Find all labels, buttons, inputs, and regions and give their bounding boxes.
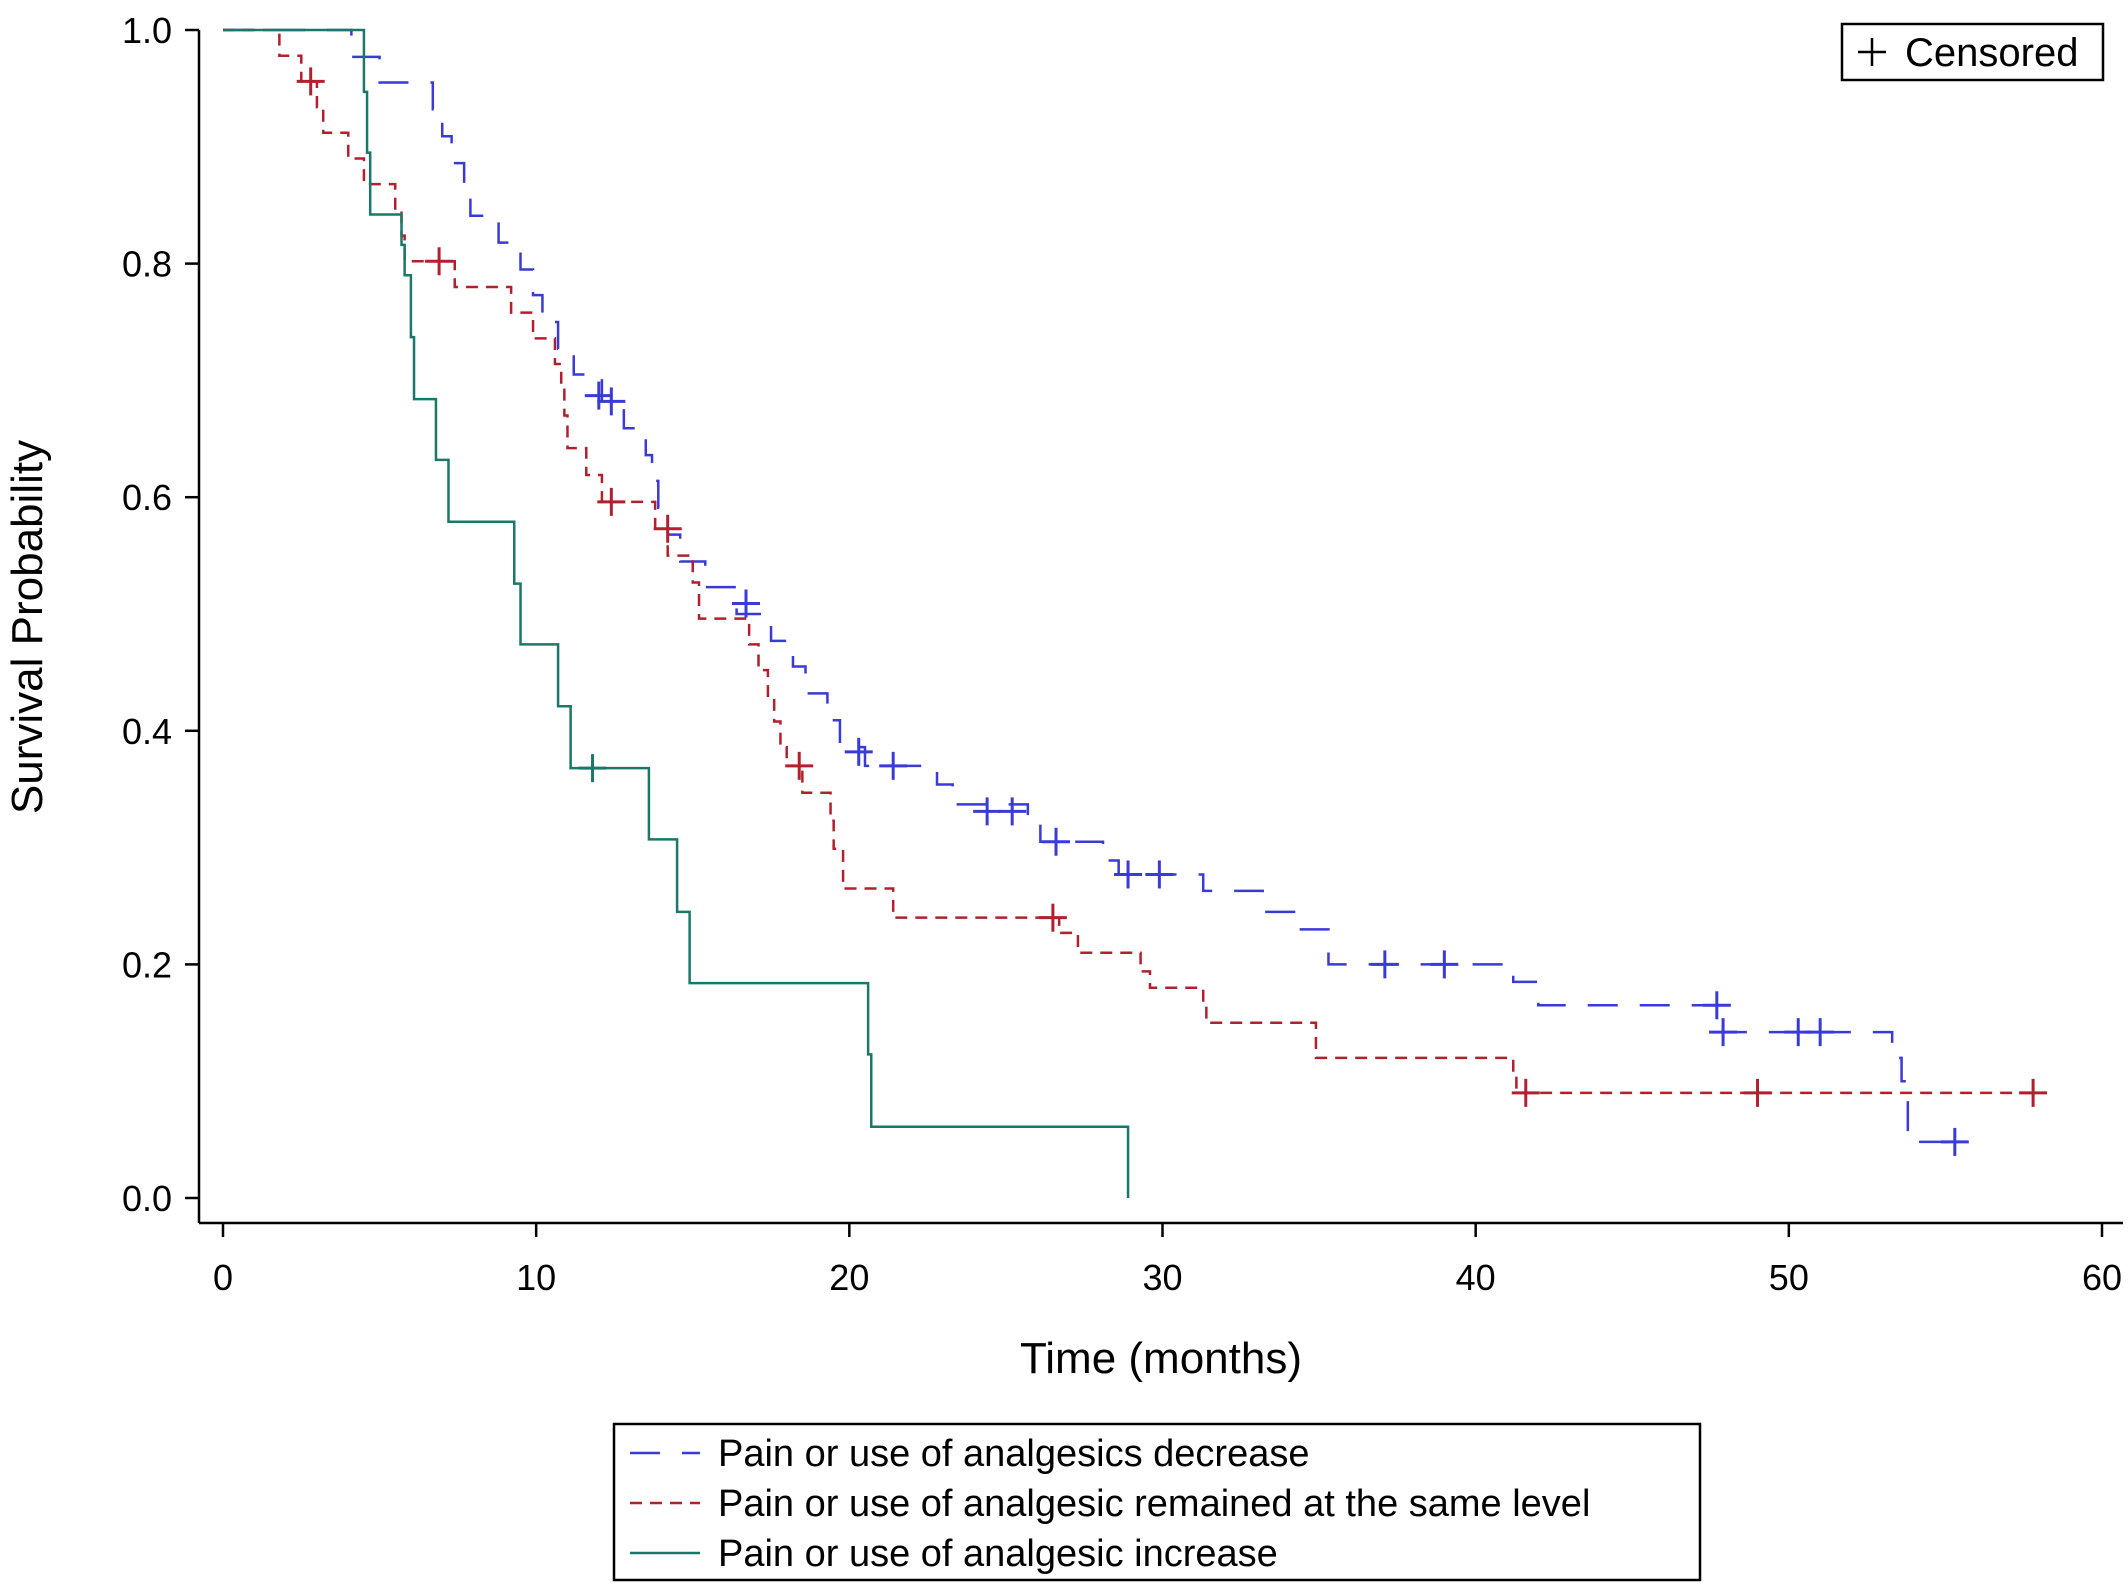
series-line-1 — [223, 28, 1958, 1144]
censor-mark — [879, 751, 908, 780]
legend-label-2: Pain or use of analgesic remained at the… — [718, 1483, 1590, 1525]
censor-mark — [731, 589, 760, 618]
y-tick-label: 0.4 — [122, 711, 172, 752]
censor-mark — [1743, 1078, 1772, 1107]
censor-mark — [578, 754, 607, 783]
series-line-3 — [223, 28, 1130, 1198]
censor-mark — [296, 67, 325, 96]
censor-mark — [1511, 1078, 1540, 1107]
series-legend: Pain or use of analgesics decrease Pain o… — [612, 1422, 1702, 1582]
x-tick-label: 40 — [1456, 1257, 1496, 1298]
y-axis-label: Survival Probability — [3, 440, 52, 814]
censor-mark — [425, 247, 454, 276]
y-tick-label: 0.0 — [122, 1178, 172, 1219]
series-legend-box — [612, 1422, 1702, 1582]
censor-mark — [785, 751, 814, 780]
censor-mark — [1370, 950, 1399, 979]
censor-mark — [973, 797, 1002, 826]
y-tick-label: 0.2 — [122, 944, 172, 985]
legend-label-1: Pain or use of analgesics decrease — [718, 1433, 1309, 1475]
censor-mark — [597, 387, 626, 416]
censor-legend-label: Censored — [1905, 31, 2078, 75]
y-ticks: 0.0 0.2 0.4 0.6 0.8 1.0 — [122, 10, 199, 1219]
axes — [197, 30, 2123, 1225]
censor-mark — [1042, 827, 1071, 856]
censor-marks — [296, 67, 2048, 1156]
y-tick-label: 1.0 — [122, 10, 172, 51]
censor-mark — [1702, 991, 1731, 1020]
censor-legend: Censored — [1840, 22, 2105, 82]
censor-mark — [653, 514, 682, 543]
censor-mark — [1709, 1018, 1738, 1047]
series-layer — [223, 28, 2034, 1198]
x-tick-label: 10 — [516, 1257, 556, 1298]
censor-mark — [998, 797, 1027, 826]
series-line-2 — [223, 28, 2034, 1095]
x-tick-label: 0 — [213, 1257, 233, 1298]
censor-mark — [597, 487, 626, 516]
censor-mark — [1114, 860, 1143, 889]
x-tick-label: 50 — [1769, 1257, 1809, 1298]
y-tick-label: 0.6 — [122, 477, 172, 518]
censor-mark — [584, 381, 613, 410]
censor-mark — [1430, 950, 1459, 979]
x-tick-label: 60 — [2082, 1257, 2122, 1298]
censor-mark — [1038, 903, 1067, 932]
censor-mark — [1940, 1127, 1969, 1156]
x-ticks: 0 10 20 30 40 50 60 — [213, 1223, 2122, 1298]
censor-mark — [2019, 1078, 2048, 1107]
x-tick-label: 20 — [829, 1257, 869, 1298]
censor-mark — [1806, 1018, 1835, 1047]
censor-mark — [1145, 860, 1174, 889]
y-tick-label: 0.8 — [122, 244, 172, 285]
x-axis-label: Time (months) — [1020, 1334, 1302, 1383]
legend-label-3: Pain or use of analgesic increase — [718, 1533, 1278, 1575]
x-tick-label: 30 — [1142, 1257, 1182, 1298]
censor-mark — [844, 737, 873, 766]
